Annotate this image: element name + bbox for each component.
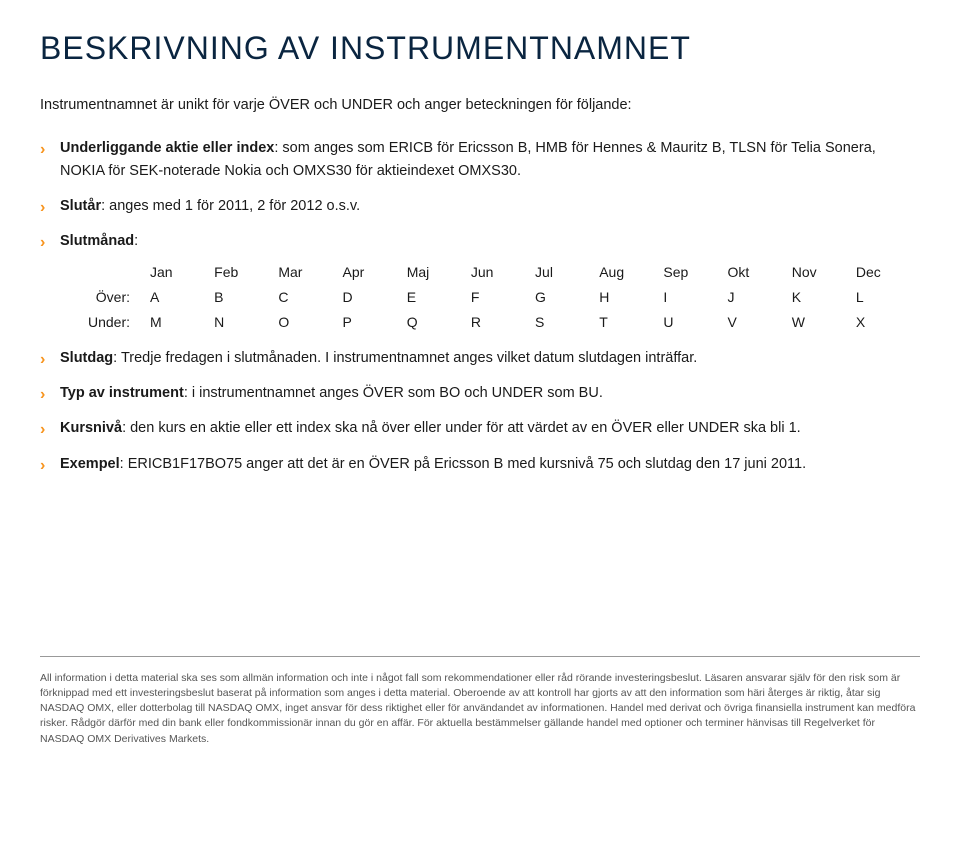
bullet-list: Underliggande aktie eller index: som ang… [40, 137, 920, 476]
bullet-text: : den kurs en aktie eller ett index ska … [122, 420, 801, 436]
bullet-slutmanad: Slutmånad: Jan Feb Mar Apr Maj Jun Jul A… [40, 230, 920, 335]
month-cell: P [343, 310, 407, 335]
month-cell: Jul [535, 260, 599, 285]
bullet-slutar: Slutår: anges med 1 för 2011, 2 för 2012… [40, 195, 920, 218]
month-cell: Q [407, 310, 471, 335]
bullet-text: : anges med 1 för 2011, 2 för 2012 o.s.v… [101, 198, 360, 214]
month-cell: Nov [792, 260, 856, 285]
month-cell: J [728, 285, 792, 310]
bullet-label: Typ av instrument [60, 385, 184, 401]
disclaimer-text: All information i detta material ska ses… [40, 671, 920, 747]
month-row-label: Över: [60, 285, 150, 310]
month-over-row: Över: A B C D E F G H I J K L [60, 285, 920, 310]
month-cell: N [214, 310, 278, 335]
month-under-row: Under: M N O P Q R S T U V W X [60, 310, 920, 335]
month-cell: C [278, 285, 342, 310]
month-cell: S [535, 310, 599, 335]
month-cell: F [471, 285, 535, 310]
bullet-label: Slutår [60, 198, 101, 214]
month-row-label: Under: [60, 310, 150, 335]
month-cell: E [407, 285, 471, 310]
bullet-label: Slutdag [60, 350, 113, 366]
bullet-text: : Tredje fredagen i slutmånaden. I instr… [113, 350, 697, 366]
bullet-slutdag: Slutdag: Tredje fredagen i slutmånaden. … [40, 347, 920, 370]
month-table: Jan Feb Mar Apr Maj Jun Jul Aug Sep Okt … [60, 260, 920, 336]
page-title: BESKRIVNING AV INSTRUMENTNAMNET [40, 30, 920, 67]
month-cell: A [150, 285, 214, 310]
bullet-kursniva: Kursnivå: den kurs en aktie eller ett in… [40, 417, 920, 440]
month-cell: W [792, 310, 856, 335]
bullet-label: Exempel [60, 456, 120, 472]
month-cell: R [471, 310, 535, 335]
bullet-text: : i instrumentnamnet anges ÖVER som BO o… [184, 385, 603, 401]
month-cell: I [663, 285, 727, 310]
month-cell: H [599, 285, 663, 310]
month-cell: U [663, 310, 727, 335]
month-cell: Jan [150, 260, 214, 285]
bullet-label: Kursnivå [60, 420, 122, 436]
bullet-label: Slutmånad [60, 233, 134, 249]
bullet-underliggande: Underliggande aktie eller index: som ang… [40, 137, 920, 183]
month-cell: Dec [856, 260, 920, 285]
month-row-label-empty [60, 260, 150, 285]
month-cell: Maj [407, 260, 471, 285]
month-cell: L [856, 285, 920, 310]
bullet-label: Underliggande aktie eller index [60, 140, 274, 156]
month-cell: B [214, 285, 278, 310]
intro-text: Instrumentnamnet är unikt för varje ÖVER… [40, 95, 920, 117]
month-cell: Jun [471, 260, 535, 285]
bullet-text: : ERICB1F17BO75 anger att det är en ÖVER… [120, 456, 806, 472]
month-cell: Mar [278, 260, 342, 285]
month-cell: Sep [663, 260, 727, 285]
bullet-exempel: Exempel: ERICB1F17BO75 anger att det är … [40, 453, 920, 476]
month-cell: Feb [214, 260, 278, 285]
month-cell: V [728, 310, 792, 335]
month-cell: O [278, 310, 342, 335]
month-cell: X [856, 310, 920, 335]
month-cell: Okt [728, 260, 792, 285]
month-cell: D [343, 285, 407, 310]
month-header-row: Jan Feb Mar Apr Maj Jun Jul Aug Sep Okt … [60, 260, 920, 285]
month-cell: M [150, 310, 214, 335]
month-cell: K [792, 285, 856, 310]
bullet-typ: Typ av instrument: i instrumentnamnet an… [40, 382, 920, 405]
bullet-text: : [134, 233, 138, 249]
month-cell: Aug [599, 260, 663, 285]
divider-line [40, 656, 920, 657]
month-cell: T [599, 310, 663, 335]
month-cell: G [535, 285, 599, 310]
month-cell: Apr [343, 260, 407, 285]
